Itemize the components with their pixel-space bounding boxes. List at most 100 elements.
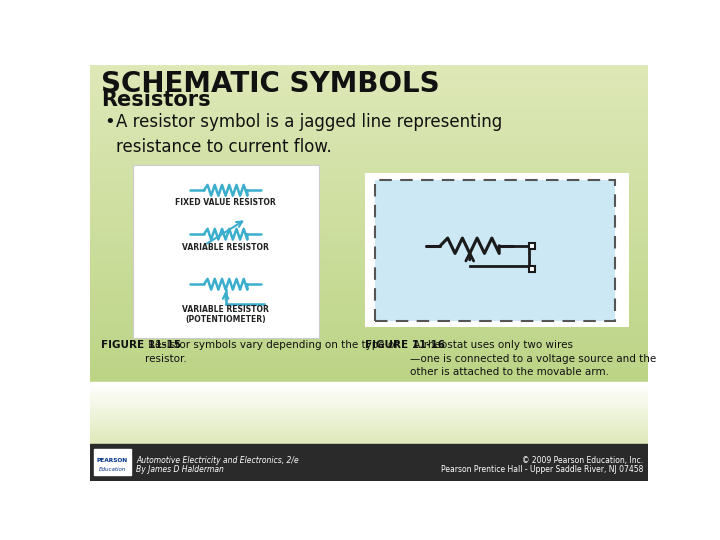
Bar <box>90 166 648 167</box>
Bar <box>90 325 648 326</box>
Bar <box>90 170 648 171</box>
Text: FIXED VALUE RESISTOR: FIXED VALUE RESISTOR <box>175 198 276 207</box>
Bar <box>90 182 648 183</box>
Bar <box>90 432 648 433</box>
Bar <box>90 161 648 162</box>
Bar <box>90 83 648 84</box>
Bar <box>90 287 648 288</box>
Bar <box>90 309 648 310</box>
Bar <box>90 400 648 401</box>
Bar <box>90 397 648 398</box>
Bar <box>90 98 648 99</box>
Bar <box>90 217 648 218</box>
Bar <box>90 336 648 338</box>
Bar <box>90 69 648 70</box>
Text: VARIABLE RESISTOR
(POTENTIOMETER): VARIABLE RESISTOR (POTENTIOMETER) <box>182 305 269 325</box>
Bar <box>90 237 648 238</box>
Bar <box>90 375 648 376</box>
Bar <box>90 279 648 280</box>
Bar <box>90 335 648 336</box>
Text: Pearson Prentice Hall - Upper Saddle River, NJ 07458: Pearson Prentice Hall - Upper Saddle Riv… <box>441 465 644 474</box>
Text: SCHEMATIC SYMBOLS: SCHEMATIC SYMBOLS <box>101 70 439 98</box>
Bar <box>90 158 648 159</box>
Bar <box>90 387 648 388</box>
Bar <box>90 178 648 179</box>
Bar <box>90 93 648 94</box>
Bar <box>90 167 648 168</box>
Bar <box>90 124 648 125</box>
Bar <box>90 234 648 235</box>
Bar <box>90 123 648 124</box>
Bar <box>90 100 648 101</box>
Bar <box>90 284 648 285</box>
Bar <box>90 431 648 432</box>
Bar <box>90 304 648 305</box>
Text: Automotive Electricity and Electronics, 2/e: Automotive Electricity and Electronics, … <box>137 456 300 465</box>
Bar <box>90 269 648 271</box>
Bar <box>90 104 648 105</box>
Bar <box>90 383 648 384</box>
Bar <box>90 278 648 279</box>
Bar <box>90 141 648 142</box>
Bar <box>90 252 648 253</box>
Bar <box>90 311 648 312</box>
Bar <box>90 437 648 438</box>
Bar <box>90 259 648 260</box>
Bar <box>90 137 648 138</box>
Bar <box>90 173 648 174</box>
Bar <box>90 75 648 76</box>
Bar <box>90 81 648 82</box>
Bar <box>90 73 648 74</box>
Bar <box>90 235 648 236</box>
Bar <box>90 255 648 256</box>
Bar <box>90 163 648 164</box>
Bar <box>90 363 648 364</box>
Bar <box>90 384 648 385</box>
Bar <box>90 376 648 377</box>
Bar <box>90 142 648 143</box>
Bar <box>90 71 648 72</box>
Bar <box>90 286 648 287</box>
Bar <box>90 133 648 134</box>
Bar <box>90 418 648 419</box>
Bar <box>90 416 648 417</box>
Bar <box>90 140 648 141</box>
Bar <box>90 405 648 406</box>
Bar <box>90 308 648 309</box>
Bar <box>90 136 648 137</box>
Bar <box>90 244 648 245</box>
Bar <box>90 191 648 192</box>
Bar <box>90 360 648 361</box>
Bar <box>90 411 648 412</box>
Bar <box>90 443 648 444</box>
Bar <box>90 199 648 200</box>
Bar <box>90 238 648 239</box>
Bar <box>90 314 648 315</box>
Bar <box>90 116 648 117</box>
Bar <box>90 240 648 241</box>
Bar <box>90 214 648 215</box>
Bar <box>90 441 648 442</box>
Bar <box>90 177 648 178</box>
Bar <box>90 151 648 152</box>
Bar <box>90 399 648 400</box>
Bar <box>90 359 648 360</box>
Bar <box>90 84 648 85</box>
Bar <box>90 397 648 398</box>
Bar <box>90 131 648 132</box>
Bar <box>90 258 648 259</box>
Bar <box>90 226 648 227</box>
Bar <box>90 421 648 422</box>
Bar <box>90 183 648 184</box>
Bar <box>90 179 648 180</box>
Bar <box>90 205 648 206</box>
Bar <box>90 155 648 156</box>
Text: FIGURE 11-15: FIGURE 11-15 <box>101 340 181 350</box>
Bar <box>90 139 648 140</box>
Bar <box>90 380 648 381</box>
Bar <box>90 232 648 233</box>
Bar <box>90 341 648 342</box>
Bar <box>90 110 648 111</box>
Bar <box>375 180 616 321</box>
Bar <box>90 95 648 96</box>
